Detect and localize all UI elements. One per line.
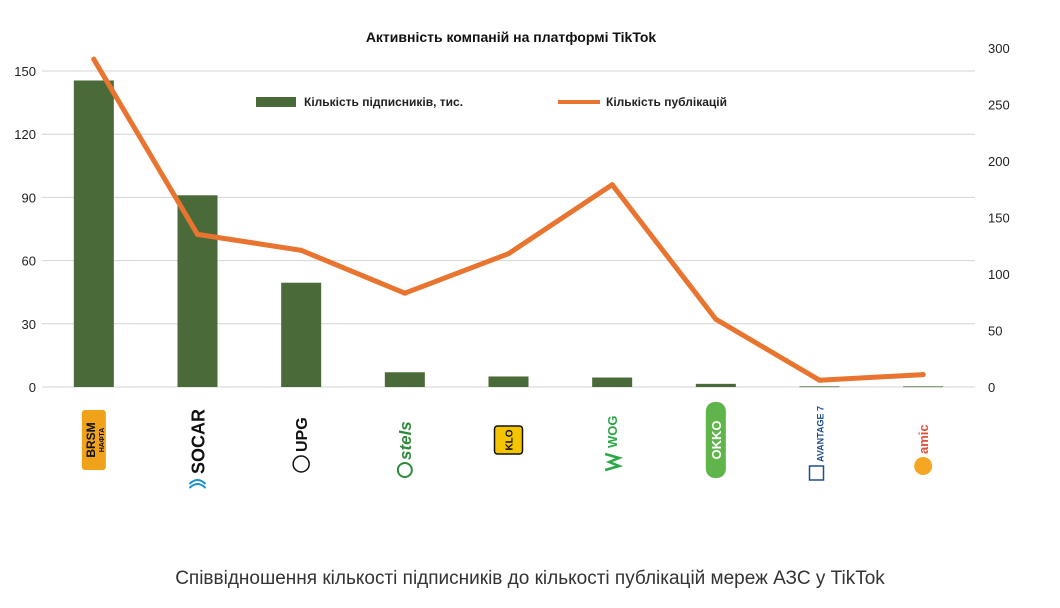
logo-wordmark: stels xyxy=(396,421,415,460)
bar-series xyxy=(73,80,944,388)
logo-subtext: НАФТА xyxy=(99,428,106,453)
line-point xyxy=(609,182,615,188)
left-tick-label: 120 xyxy=(14,127,36,142)
line-point xyxy=(402,290,408,296)
logo-wordmark: BRSM xyxy=(84,422,98,457)
line-point xyxy=(506,251,511,257)
legend-label-publications: Кількість публікацій xyxy=(606,95,727,109)
left-tick-label: 90 xyxy=(22,190,36,205)
stels-emblem xyxy=(396,462,413,478)
right-tick-label: 50 xyxy=(988,324,1002,339)
line-point xyxy=(920,372,926,378)
wog-logo: WOG xyxy=(604,416,624,472)
amic-logo: amic xyxy=(914,424,933,475)
line-series xyxy=(91,56,926,383)
bar xyxy=(73,80,114,387)
right-tick-label: 100 xyxy=(988,267,1010,282)
chart-title: Активність компаній на платформі TikTok xyxy=(366,29,657,45)
bar xyxy=(281,282,322,387)
stels-logo: stels xyxy=(396,421,415,478)
legend: Кількість підписників, тис. Кількість пу… xyxy=(256,95,727,109)
left-tick-label: 60 xyxy=(22,254,36,269)
line-point xyxy=(298,247,304,253)
upg-emblem xyxy=(292,455,310,473)
line-point xyxy=(817,377,822,383)
right-tick-label: 200 xyxy=(988,154,1010,169)
logo-wordmark: SOCAR xyxy=(189,409,209,474)
wog-mark xyxy=(604,452,624,472)
figure-caption: Співвідношення кількості підписників до … xyxy=(175,568,885,589)
bar xyxy=(384,372,425,387)
left-tick-label: 30 xyxy=(22,317,36,332)
chart: Активність компаній на платформі TikTok … xyxy=(14,29,1010,489)
bar xyxy=(799,386,840,388)
line-point xyxy=(91,56,97,62)
klo-logo: KLO xyxy=(493,425,524,455)
left-tick-label: 0 xyxy=(29,380,36,395)
logo-wordmark: AVANTAGE 7 xyxy=(816,406,826,462)
category-logos: BRSM НАФТА SOCAR UPG stels KLO WOG OKKO AVANTAGE… xyxy=(81,402,933,489)
logo-wordmark: UPG xyxy=(294,417,311,452)
okko-badge xyxy=(705,402,726,478)
okko-logo: OKKO xyxy=(705,402,726,478)
klo-badge xyxy=(493,425,524,455)
right-tick-label: 250 xyxy=(988,98,1010,113)
left-tick-label: 150 xyxy=(14,64,36,79)
socar-logo: SOCAR xyxy=(188,409,209,489)
logo-wordmark: KLO xyxy=(505,429,516,450)
logo-wordmark: WOG xyxy=(605,416,620,449)
legend-swatch-subscribers xyxy=(256,97,296,107)
amic-circle xyxy=(914,457,933,475)
right-tick-label: 0 xyxy=(988,380,995,395)
line-point xyxy=(195,231,200,237)
brsm-logo: BRSM НАФТА xyxy=(81,410,106,470)
logo-wordmark: OKKO xyxy=(709,421,724,460)
legend-label-subscribers: Кількість підписників, тис. xyxy=(304,95,463,109)
bar xyxy=(488,376,529,387)
bar xyxy=(177,195,218,387)
right-tick-label: 300 xyxy=(988,41,1010,56)
avantage-square xyxy=(808,465,825,481)
avantage-logo: AVANTAGE 7 xyxy=(808,406,826,481)
line-point xyxy=(713,316,719,322)
right-axis: 0 50 100 150 200 250 300 xyxy=(988,41,1010,395)
brsm-badge xyxy=(81,410,106,470)
series-line xyxy=(91,56,926,383)
logo-wordmark: amic xyxy=(916,424,931,454)
right-tick-label: 150 xyxy=(988,211,1010,226)
bar xyxy=(695,383,736,387)
upg-logo: UPG xyxy=(292,417,311,473)
left-axis: 0 30 60 90 120 150 xyxy=(14,64,36,395)
socar-flame xyxy=(188,479,207,489)
bar xyxy=(903,386,944,388)
bar xyxy=(592,377,633,387)
